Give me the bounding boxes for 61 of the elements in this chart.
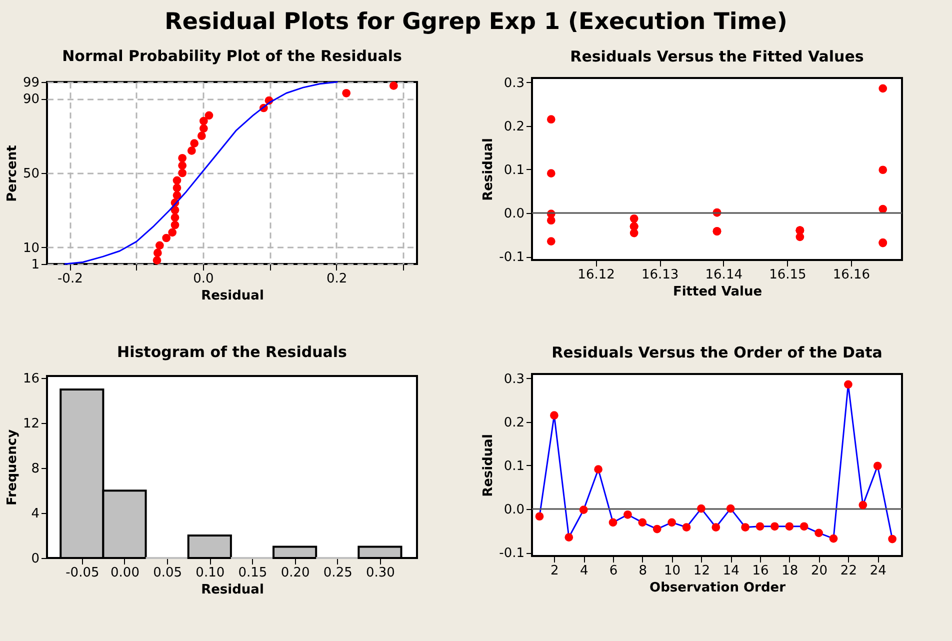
x-tick-label: 6: [609, 564, 618, 578]
x-tick-label: 0.10: [196, 566, 225, 580]
x-axis-title: Fitted Value: [672, 284, 762, 300]
x-tick-label: 10: [664, 564, 681, 578]
y-axis-title: Residual: [481, 434, 496, 497]
x-tick-label: 16.13: [641, 268, 679, 282]
y-axis-title: Percent: [4, 145, 20, 202]
y-tick-label: 10: [22, 240, 40, 256]
y-tick-label: 16: [22, 372, 40, 387]
y-tick-label: 1: [31, 258, 40, 272]
x-tick-label: 24: [870, 564, 886, 578]
y-tick-label: 0.3: [504, 76, 524, 91]
y-tick-label: 0.1: [504, 458, 524, 474]
y-tick-label: 0.2: [504, 415, 524, 430]
x-tick-label: -0.05: [66, 566, 100, 580]
x-tick-label: 8: [638, 564, 648, 578]
x-tick-label: 0.30: [366, 566, 395, 580]
x-tick-label: 18: [782, 564, 798, 578]
x-tick-label: 16.15: [769, 268, 806, 282]
y-tick-label: -0.1: [499, 250, 524, 266]
y-tick-label: 0: [31, 552, 40, 566]
x-tick-label: 16.16: [832, 268, 870, 282]
y-tick-label: 12: [22, 416, 40, 432]
y-tick-label: 0.3: [504, 372, 524, 387]
y-tick-label: 0.0: [504, 206, 524, 222]
x-tick-label: 16: [752, 564, 769, 578]
chart-title: Histogram of the Residuals: [117, 343, 348, 362]
y-axis-title: Residual: [481, 138, 496, 201]
x-axis-title: Residual: [201, 288, 264, 304]
x-tick-label: 12: [693, 564, 710, 578]
y-tick-label: 0.0: [504, 502, 524, 518]
x-tick-label: 16.12: [578, 268, 615, 282]
x-tick-label: 0.05: [153, 566, 182, 580]
y-tick-label: 50: [22, 166, 40, 182]
chart-title: Residuals Versus the Order of the Data: [552, 343, 882, 362]
y-axis-title: Frequency: [4, 428, 20, 506]
x-tick-label: 0.15: [238, 566, 268, 580]
x-axis-title: Observation Order: [650, 580, 786, 596]
x-tick-label: 16.14: [705, 268, 742, 282]
y-tick-label: 4: [31, 506, 40, 522]
x-tick-label: 20: [811, 564, 828, 578]
x-tick-label: 14: [722, 564, 740, 578]
text: Residual Plots for Ggrep Exp 1 (Execution Time): [164, 8, 788, 37]
x-tick-label: 0.00: [110, 566, 140, 580]
x-tick-label: -0.2: [57, 272, 83, 286]
x-tick-label: 22: [840, 564, 857, 578]
y-tick-label: 0.1: [504, 162, 524, 178]
x-tick-label: 0.20: [280, 566, 310, 580]
y-tick-label: 0.2: [504, 119, 524, 134]
x-tick-label: 4: [580, 564, 588, 578]
x-tick-label: 0.0: [193, 272, 214, 286]
chart-subtitle: Normal Probability Plot of the Residuals: [62, 47, 402, 65]
x-tick-label: 0.2: [326, 272, 348, 286]
y-tick-label: -0.1: [499, 546, 524, 562]
x-axis-title: Residual: [201, 582, 264, 598]
x-tick-label: 2: [550, 564, 559, 578]
y-tick-label: 99: [22, 76, 40, 90]
chart-title: Residuals Versus the Fitted Values: [570, 47, 864, 66]
y-tick-label: 8: [31, 462, 40, 477]
y-tick-label: 90: [22, 92, 40, 108]
x-tick-label: 0.25: [323, 566, 352, 580]
